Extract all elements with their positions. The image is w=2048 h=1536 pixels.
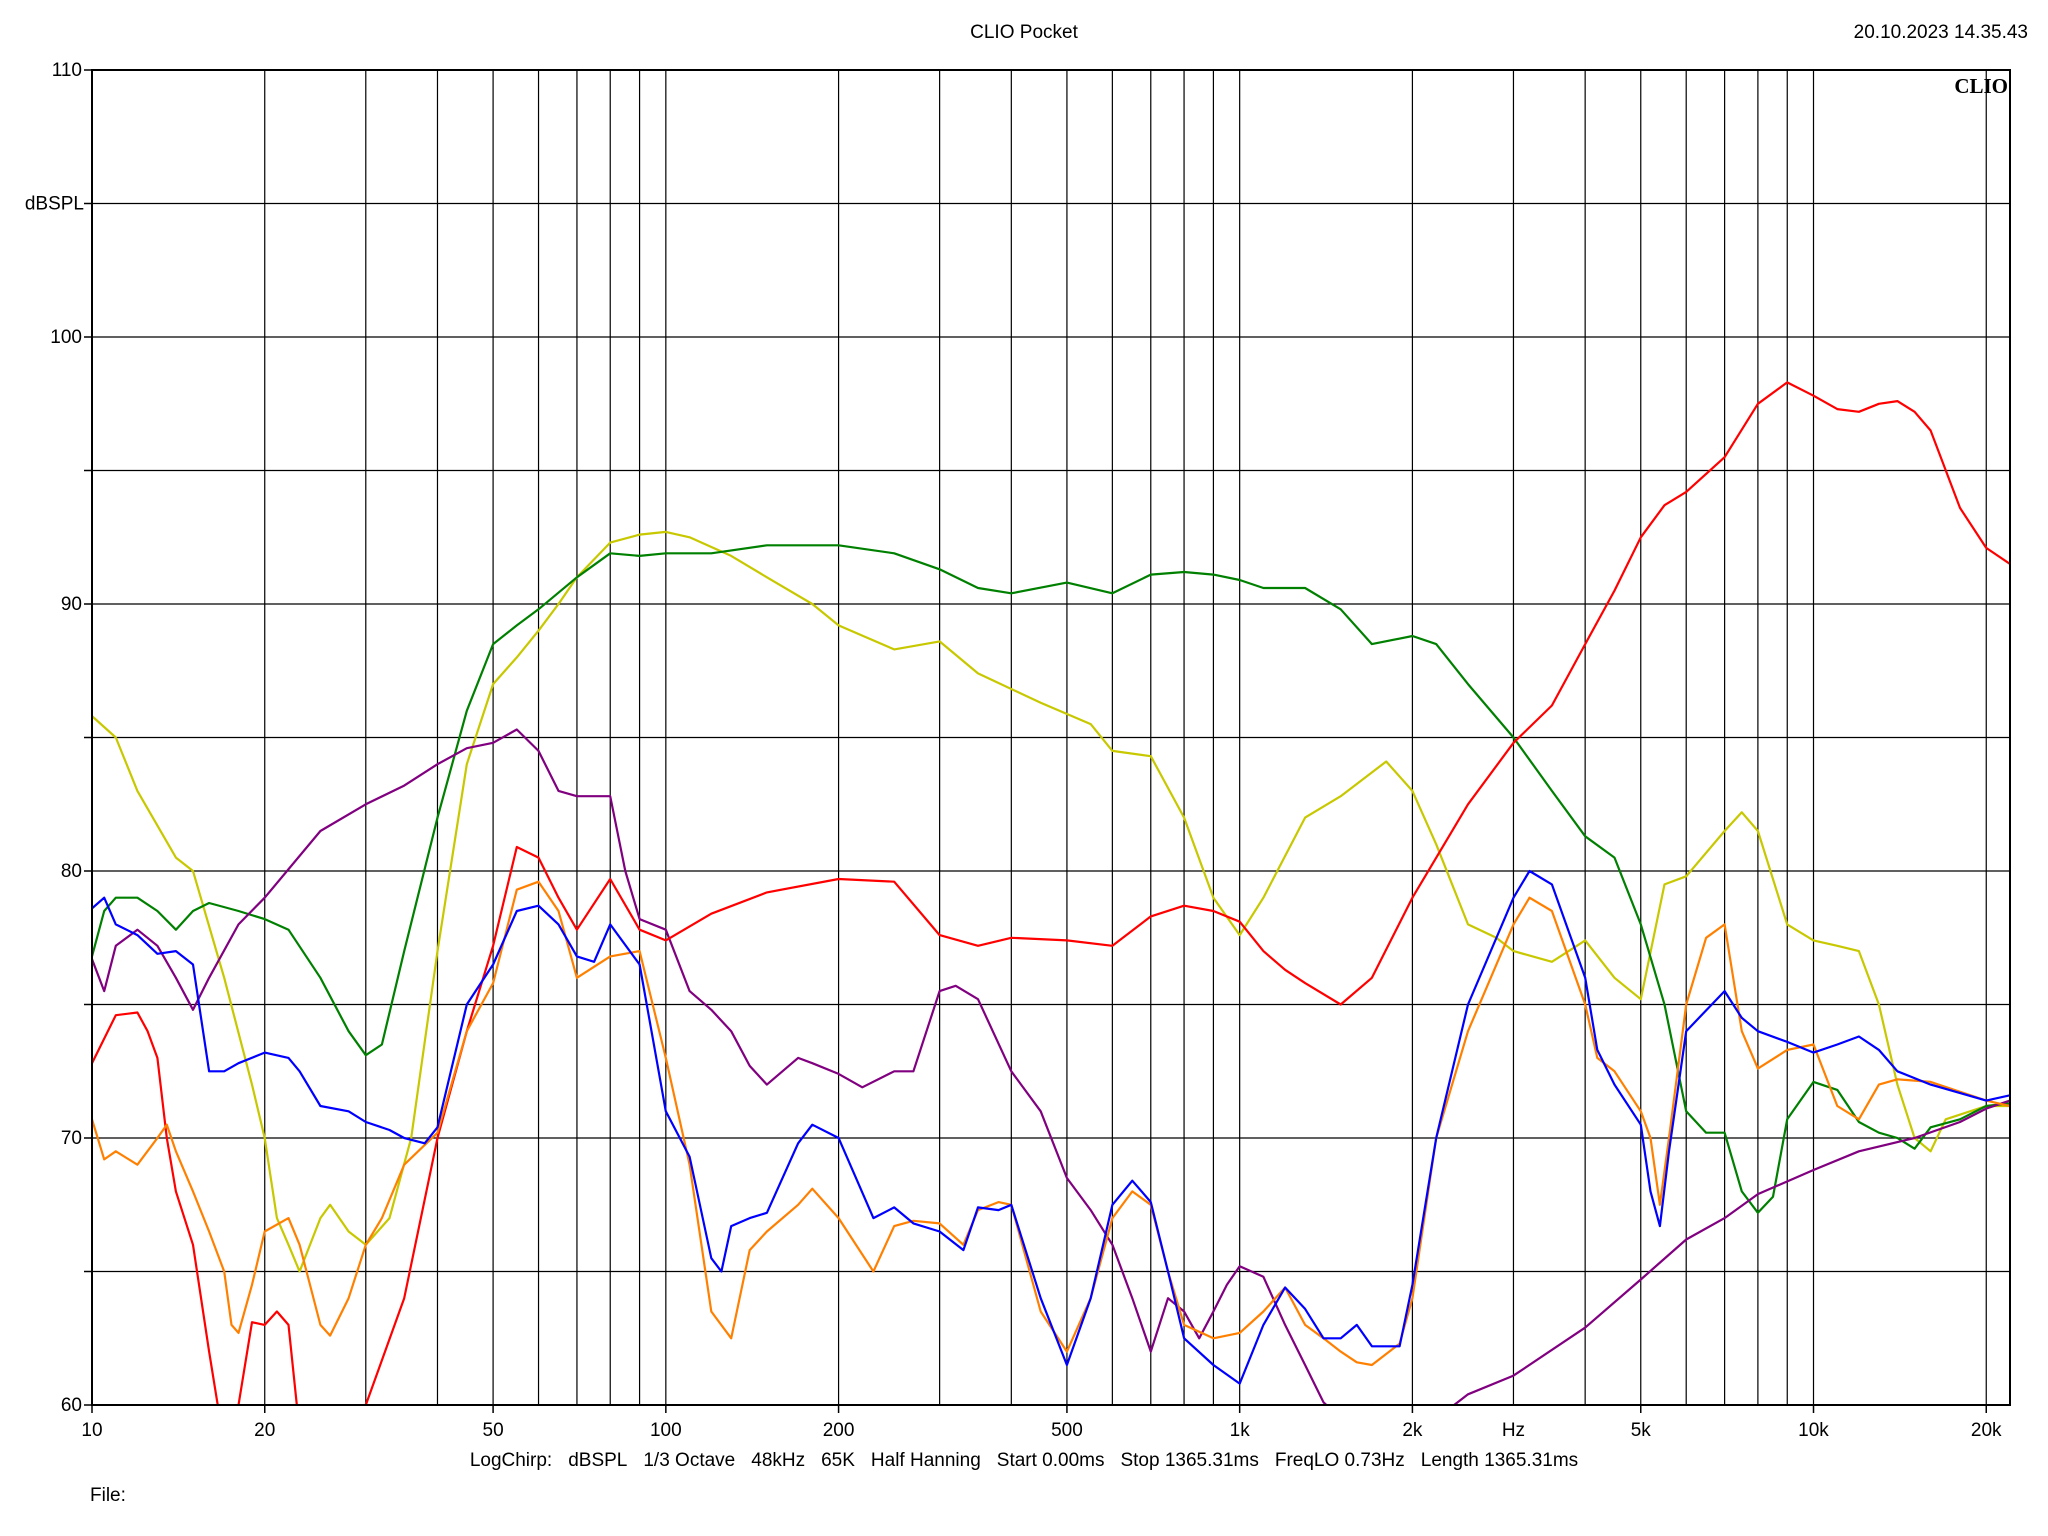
x-tick-label: 5k: [1631, 1420, 1652, 1441]
y-axis-label: dBSPL: [25, 194, 84, 215]
y-tick-label: 60: [61, 1395, 82, 1416]
clio-watermark: CLIO: [1954, 74, 2008, 98]
parameter-3: 1/3 Octave: [643, 1450, 736, 1471]
x-tick-label: 10k: [1798, 1420, 1829, 1441]
series-curve-4: [92, 381, 2010, 1405]
parameter-6: Half Hanning: [870, 1450, 981, 1471]
y-tick-label: 90: [61, 594, 82, 615]
x-axis-label: Hz: [1502, 1420, 1525, 1441]
series-curve-2: [92, 544, 2010, 1214]
y-tick-label: 80: [61, 861, 82, 882]
parameter-9: FreqLO 0.73Hz: [1274, 1450, 1405, 1471]
x-tick-label: 10: [81, 1420, 102, 1441]
y-tick-label: 100: [50, 327, 82, 348]
curves: [92, 381, 2010, 1405]
x-tick-label: 50: [483, 1420, 504, 1441]
parameter-1: LogChirp:: [469, 1450, 553, 1471]
measurement-parameters: LogChirp: dBSPL 1/3 Octave 48kHz 65K Half Han…: [0, 1450, 2048, 1472]
parameter-10: Length 1365.31ms: [1420, 1450, 1579, 1471]
file-label: File:: [90, 1485, 126, 1506]
x-tick-label: 20k: [1971, 1420, 2002, 1441]
parameter-4: 48kHz: [751, 1450, 806, 1471]
chart-title: CLIO Pocket: [970, 22, 1078, 43]
series-curve-6: [92, 869, 2010, 1385]
grid: [92, 70, 2010, 1405]
parameter-5: 65K: [821, 1450, 855, 1471]
x-tick-label: 1k: [1230, 1420, 1251, 1441]
y-tick-label: 110: [52, 60, 82, 81]
x-tick-label: 200: [823, 1420, 855, 1441]
x-tick-label: 500: [1051, 1420, 1083, 1441]
parameter-8: Stop 1365.31ms: [1120, 1450, 1259, 1471]
x-tick-label: 2k: [1402, 1420, 1423, 1441]
timestamp: 20.10.2023 14.35.43: [1853, 22, 2028, 43]
parameter-7: Start 0.00ms: [996, 1450, 1105, 1471]
parameter-2: dBSPL: [568, 1450, 628, 1471]
x-tick-label: 100: [650, 1420, 682, 1441]
y-tick-label: 70: [61, 1128, 82, 1149]
series-curve-5: [92, 880, 2010, 1367]
series-curve-3: [92, 728, 2010, 1405]
x-tick-label: 20: [254, 1420, 275, 1441]
series-curve-1: [92, 530, 2010, 1273]
axes: 60 70 80 90 100 110 dBSPL 10 20 50 100 200 500 1k 2k 5k…: [25, 60, 2011, 1441]
